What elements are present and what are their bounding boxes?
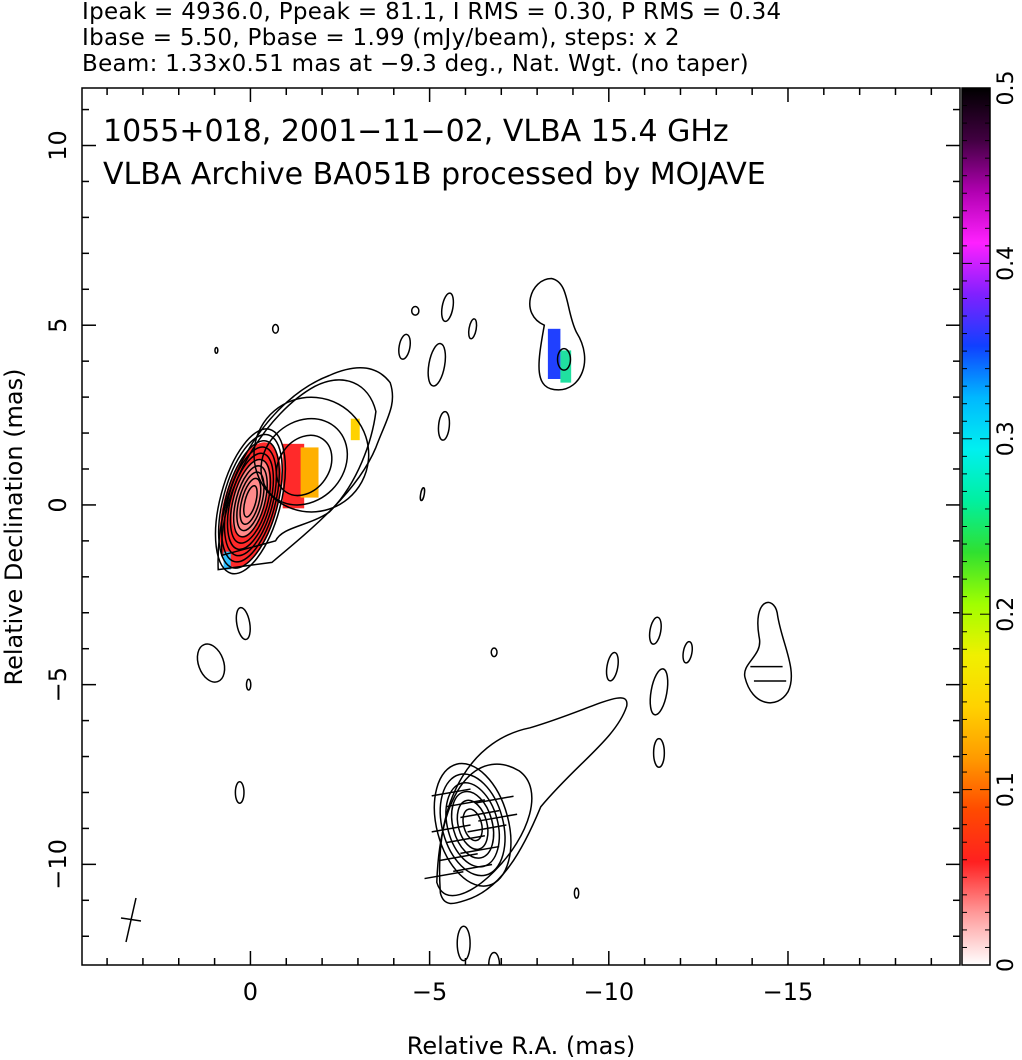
core-contour xyxy=(236,471,265,532)
island-contour xyxy=(605,651,619,682)
island-contour xyxy=(652,737,666,769)
x-tick-label: −10 xyxy=(583,978,634,1006)
jet-contour xyxy=(253,396,370,513)
image-knot-contour xyxy=(462,808,483,842)
core-contour xyxy=(239,477,262,526)
island-contour xyxy=(196,643,226,683)
island-contour xyxy=(440,292,455,323)
chart-title-line-2: VLBA Archive BA051B processed by MOJAVE xyxy=(103,157,766,192)
chart-title-line-1: 1055+018, 2001−11−02, VLBA 15.4 GHz xyxy=(103,114,729,149)
colorbar-tick-label: 0.1 xyxy=(994,772,1019,807)
island-contour xyxy=(437,410,451,441)
outer-knot-contour xyxy=(529,277,586,391)
island-contour xyxy=(490,647,498,658)
island-contour xyxy=(214,346,219,354)
outer-knot-contour xyxy=(556,347,572,371)
y-tick-label: 0 xyxy=(44,497,72,512)
evpa-vector xyxy=(431,788,471,797)
island-contour xyxy=(648,616,662,645)
image-jet-contour xyxy=(438,697,628,905)
contour-layer xyxy=(196,277,793,965)
header-line-1: Ipeak = 4936.0, Ppeak = 81.1, I RMS = 0.… xyxy=(82,0,782,25)
header-line-2: Ibase = 5.50, Pbase = 1.99 (mJy/beam), s… xyxy=(82,25,680,51)
island-contour xyxy=(271,323,280,334)
knot-polarization xyxy=(547,328,561,379)
y-tick-label: −5 xyxy=(44,667,72,702)
island-contour xyxy=(456,925,471,962)
image-outer-contour xyxy=(743,601,793,704)
island-contour xyxy=(245,678,252,691)
island-contour xyxy=(419,487,426,502)
colorbar-tick-label: 0.3 xyxy=(994,421,1019,456)
image-knot-outer-contour xyxy=(436,763,533,897)
core-contour xyxy=(214,428,287,575)
island-contour xyxy=(682,640,694,664)
header-line-3: Beam: 1.33x0.51 mas at −9.3 deg., Nat. W… xyxy=(82,51,749,77)
colorbar-tick-label: 0.5 xyxy=(994,71,1019,106)
knot-polarization-edge xyxy=(560,350,572,383)
y-tick-label: −10 xyxy=(44,839,72,890)
core-polarization-edge xyxy=(223,551,231,570)
core-contour xyxy=(223,446,278,557)
x-tick-label: −15 xyxy=(763,978,814,1006)
evpa-vector xyxy=(474,795,514,804)
island-contour xyxy=(410,305,420,316)
x-axis-label: Relative R.A. (mas) xyxy=(407,1032,635,1060)
evpa-vector xyxy=(431,824,471,833)
evpa-vector xyxy=(478,813,518,822)
y-axis-label: Relative Declination (mas) xyxy=(0,368,28,685)
image-knot-contour xyxy=(456,799,489,851)
x-tick-label: −5 xyxy=(412,978,447,1006)
core-contour xyxy=(220,440,281,563)
evpa-vector xyxy=(445,799,485,808)
core-contour xyxy=(243,484,258,518)
core-contour xyxy=(232,465,268,538)
plot-frame xyxy=(81,87,961,966)
evpa-vector xyxy=(460,809,500,819)
island-contour xyxy=(398,333,412,360)
evpa-vector xyxy=(460,845,500,855)
island-contour xyxy=(467,318,478,340)
outermost-core-contour xyxy=(217,367,394,571)
y-tick-label: 10 xyxy=(44,130,72,161)
evpa-vector xyxy=(445,835,485,844)
colorbar: 0 0.1 0.2 0.3 0.4 0.5 xyxy=(961,71,1019,972)
jet-polarization xyxy=(282,443,305,509)
island-contour xyxy=(573,887,580,899)
island-contour xyxy=(427,342,447,387)
jet-contour xyxy=(275,434,333,497)
evpa-vector xyxy=(467,824,507,833)
jet-polarization-edge xyxy=(300,447,319,498)
jet-polarization-spot xyxy=(350,418,360,441)
evpa-vector xyxy=(453,863,493,873)
island-contour xyxy=(235,606,251,641)
image-knot-contour xyxy=(450,790,495,859)
beam-shape xyxy=(120,897,142,943)
island-contour xyxy=(487,951,501,965)
colorbar-tick-label: 0 xyxy=(994,958,1019,972)
y-tick-label: 5 xyxy=(44,318,72,333)
evpa-vector xyxy=(424,870,464,880)
x-tick-label: 0 xyxy=(243,978,258,1006)
evpa-vector-layer xyxy=(424,665,787,880)
island-contour xyxy=(649,668,669,716)
beam-minor-axis xyxy=(120,917,142,922)
colorbar-tick-label: 0.2 xyxy=(994,597,1019,632)
outer-core-contour xyxy=(221,379,377,557)
colorbar-tick-label: 0.4 xyxy=(994,246,1019,281)
island-contour xyxy=(234,780,245,804)
evpa-vector xyxy=(438,853,478,862)
